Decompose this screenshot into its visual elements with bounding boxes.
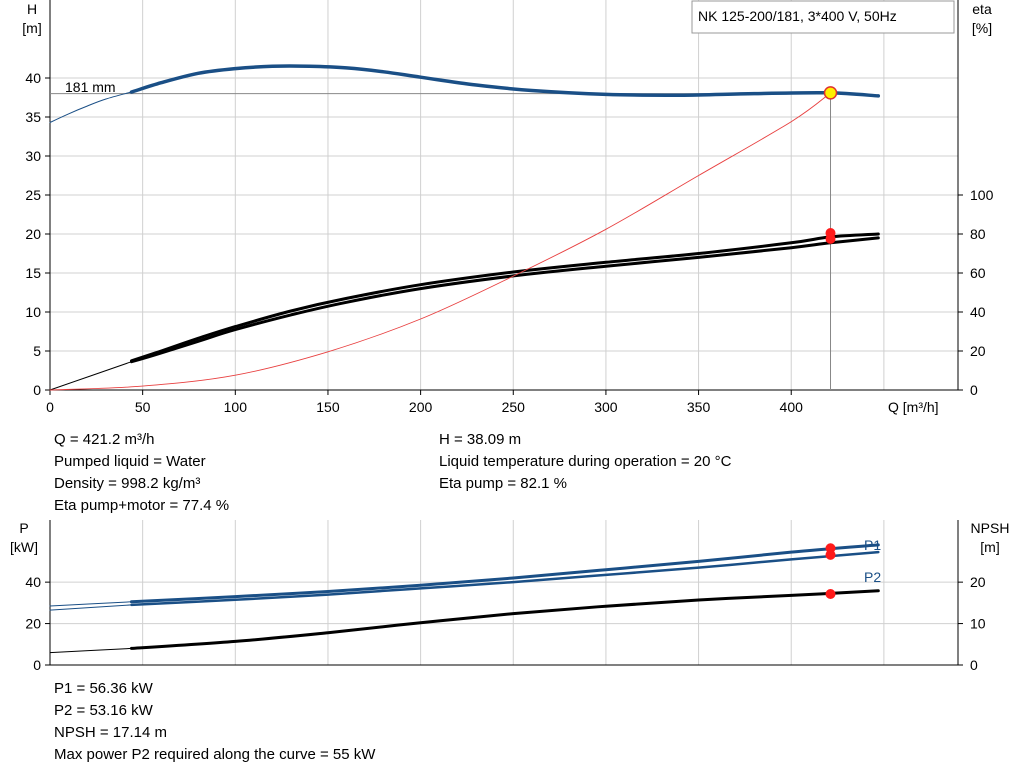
top-ytick-label: 25: [25, 187, 41, 203]
top-series-eta-pump-motor: [130, 236, 880, 364]
chart-title: NK 125-200/181, 3*400 V, 50Hz: [698, 8, 897, 24]
result-density: Density = 998.2 kg/m³: [54, 475, 201, 492]
top-ytick-label: 40: [25, 70, 41, 86]
top-y2label: [%]: [972, 20, 992, 36]
bot-series-NPSH-extension: [49, 647, 132, 654]
top-y2tick-label: 0: [970, 382, 978, 398]
power-marker-1: [825, 549, 836, 560]
top-ytick-label: 20: [25, 226, 41, 242]
top-ytick-label: 30: [25, 148, 41, 164]
top-series-eta-extension: [49, 361, 132, 391]
bot-ytick-label: 20: [25, 616, 41, 632]
result-eta-pump-motor: Eta pump+motor = 77.4 %: [54, 497, 230, 514]
bot-y2label: [m]: [980, 539, 999, 555]
top-series: 181 mm: [49, 64, 881, 391]
power-marker-2: [825, 588, 836, 599]
bot-series-P2: [130, 550, 880, 607]
top-ytick-label: 0: [33, 382, 41, 398]
results-top-left: Q = 421.2 m³/h Pumped liquid = Water Den…: [54, 429, 229, 517]
bot-ytick-label: 40: [25, 574, 41, 590]
bot-series-NPSH: [130, 589, 880, 650]
top-ylabel: [m]: [22, 20, 41, 36]
top-xtick-label: 300: [594, 399, 618, 415]
top-ytick-label: 35: [25, 109, 41, 125]
result-head: H = 38.09 m: [439, 431, 522, 448]
result-eta-pump: Eta pump = 82.1 %: [439, 475, 567, 492]
bottom-axes: 0 20 40 0 10 20 P [kW] NPSH [m]: [10, 520, 1009, 673]
top-xtick-label: 100: [224, 399, 248, 415]
top-grid: [49, 0, 958, 391]
results-top-right: H = 38.09 m Liquid temperature during op…: [439, 429, 731, 495]
result-temperature: Liquid temperature during operation = 20…: [439, 453, 732, 470]
top-y2tick-label: 60: [970, 265, 986, 281]
top-xtick-label: 50: [135, 399, 151, 415]
results-bottom: P1 = 56.36 kW P2 = 53.16 kW NPSH = 17.14…: [54, 678, 375, 766]
bot-ytick-label: 0: [33, 657, 41, 673]
top-series-H: [129, 64, 881, 98]
bot-y2tick-label: 20: [970, 574, 986, 590]
top-ytick-label: 5: [33, 343, 41, 359]
top-xlabel: Q [m³/h]: [888, 399, 939, 415]
bot-ylabel: P: [19, 520, 28, 536]
bot-ylabel: [kW]: [10, 539, 38, 555]
top-series-H-extension: [49, 91, 132, 123]
series-label-p2: P2: [864, 569, 881, 585]
result-liquid: Pumped liquid = Water: [54, 453, 206, 470]
bottom-series: [49, 543, 880, 654]
result-p1: P1 = 56.36 kW: [54, 680, 153, 697]
title-box: [691, 0, 955, 34]
top-series-system: [49, 92, 831, 391]
result-npsh: NPSH = 17.14 m: [54, 724, 167, 741]
bot-series-P1: [130, 543, 880, 604]
bot-y2tick-label: 0: [970, 657, 978, 673]
top-ytick-label: 15: [25, 265, 41, 281]
top-xtick-label: 150: [316, 399, 340, 415]
top-y2tick-label: 80: [970, 226, 986, 242]
result-max-p2: Max power P2 required along the curve = …: [54, 746, 376, 763]
top-series-eta-pump: [130, 232, 880, 363]
top-ylabel: H: [27, 1, 37, 17]
top-y2tick-label: 20: [970, 343, 986, 359]
result-flow: Q = 421.2 m³/h: [54, 431, 155, 448]
bot-y2label: NPSH: [971, 520, 1010, 536]
top-y2tick-label: 40: [970, 304, 986, 320]
operating-point-marker: [823, 86, 838, 100]
bot-series-P2-extension: [49, 604, 132, 611]
top-y2label: eta: [972, 1, 992, 17]
top-xtick-label: 200: [409, 399, 433, 415]
bot-y2tick-label: 10: [970, 616, 986, 632]
impeller-label: 181 mm: [65, 79, 116, 95]
series-label-p1: P1: [864, 537, 881, 553]
top-xtick-label: 250: [502, 399, 526, 415]
top-y2tick-label: 100: [970, 187, 994, 203]
eta-marker-1: [825, 233, 836, 244]
bot-series-P1-extension: [49, 601, 132, 607]
result-p2: P2 = 53.16 kW: [54, 702, 153, 719]
top-marks: [823, 86, 838, 244]
bottom-marks: P1 P2: [825, 537, 881, 599]
top-xtick-label: 400: [780, 399, 804, 415]
top-ytick-label: 10: [25, 304, 41, 320]
top-xtick-label: 350: [687, 399, 711, 415]
top-xtick-label: 0: [46, 399, 54, 415]
